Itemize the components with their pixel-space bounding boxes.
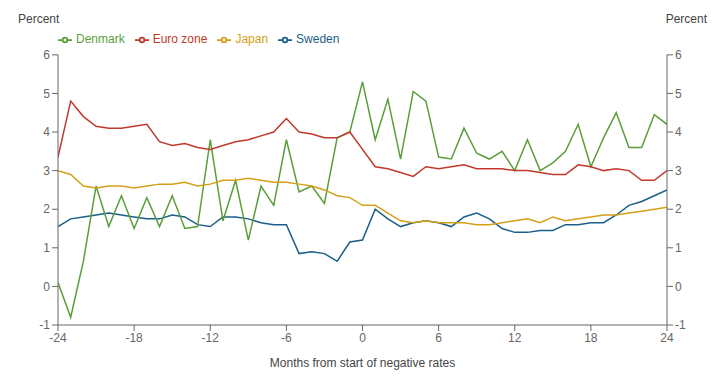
svg-text:4: 4 — [43, 125, 50, 139]
svg-text:-18: -18 — [125, 331, 143, 345]
html-text:Percent: Percent — [18, 12, 60, 26]
svg-text:1: 1 — [43, 241, 50, 255]
svg-text:5: 5 — [675, 87, 682, 101]
svg-text:24: 24 — [660, 331, 674, 345]
svg-text:-12: -12 — [202, 331, 220, 345]
svg-text:-24: -24 — [49, 331, 67, 345]
svg-text:Months from start of negative: Months from start of negative rates — [270, 356, 455, 370]
html-text:Denmark: Denmark — [76, 32, 125, 46]
svg-text:6: 6 — [675, 48, 682, 62]
svg-text:-1: -1 — [39, 318, 50, 332]
html-text:Euro zone: Euro zone — [152, 32, 208, 46]
svg-text:6: 6 — [43, 48, 50, 62]
svg-text:18: 18 — [584, 331, 598, 345]
html-text:Japan: Japan — [235, 32, 269, 46]
svg-text:-6: -6 — [281, 331, 292, 345]
svg-text:2: 2 — [43, 202, 50, 216]
svg-text:3: 3 — [43, 164, 50, 178]
html-text:Sweden: Sweden — [296, 32, 340, 46]
svg-text:2: 2 — [675, 202, 682, 216]
html-text:Percent: Percent — [665, 12, 707, 26]
svg-text:4: 4 — [675, 125, 682, 139]
svg-text:5: 5 — [43, 87, 50, 101]
svg-text:0: 0 — [43, 280, 50, 294]
svg-text:-1: -1 — [675, 318, 686, 332]
svg-text:0: 0 — [675, 280, 682, 294]
svg-text:12: 12 — [508, 331, 522, 345]
svg-text:3: 3 — [675, 164, 682, 178]
svg-text:0: 0 — [359, 331, 366, 345]
svg-text:6: 6 — [435, 331, 442, 345]
svg-text:1: 1 — [675, 241, 682, 255]
